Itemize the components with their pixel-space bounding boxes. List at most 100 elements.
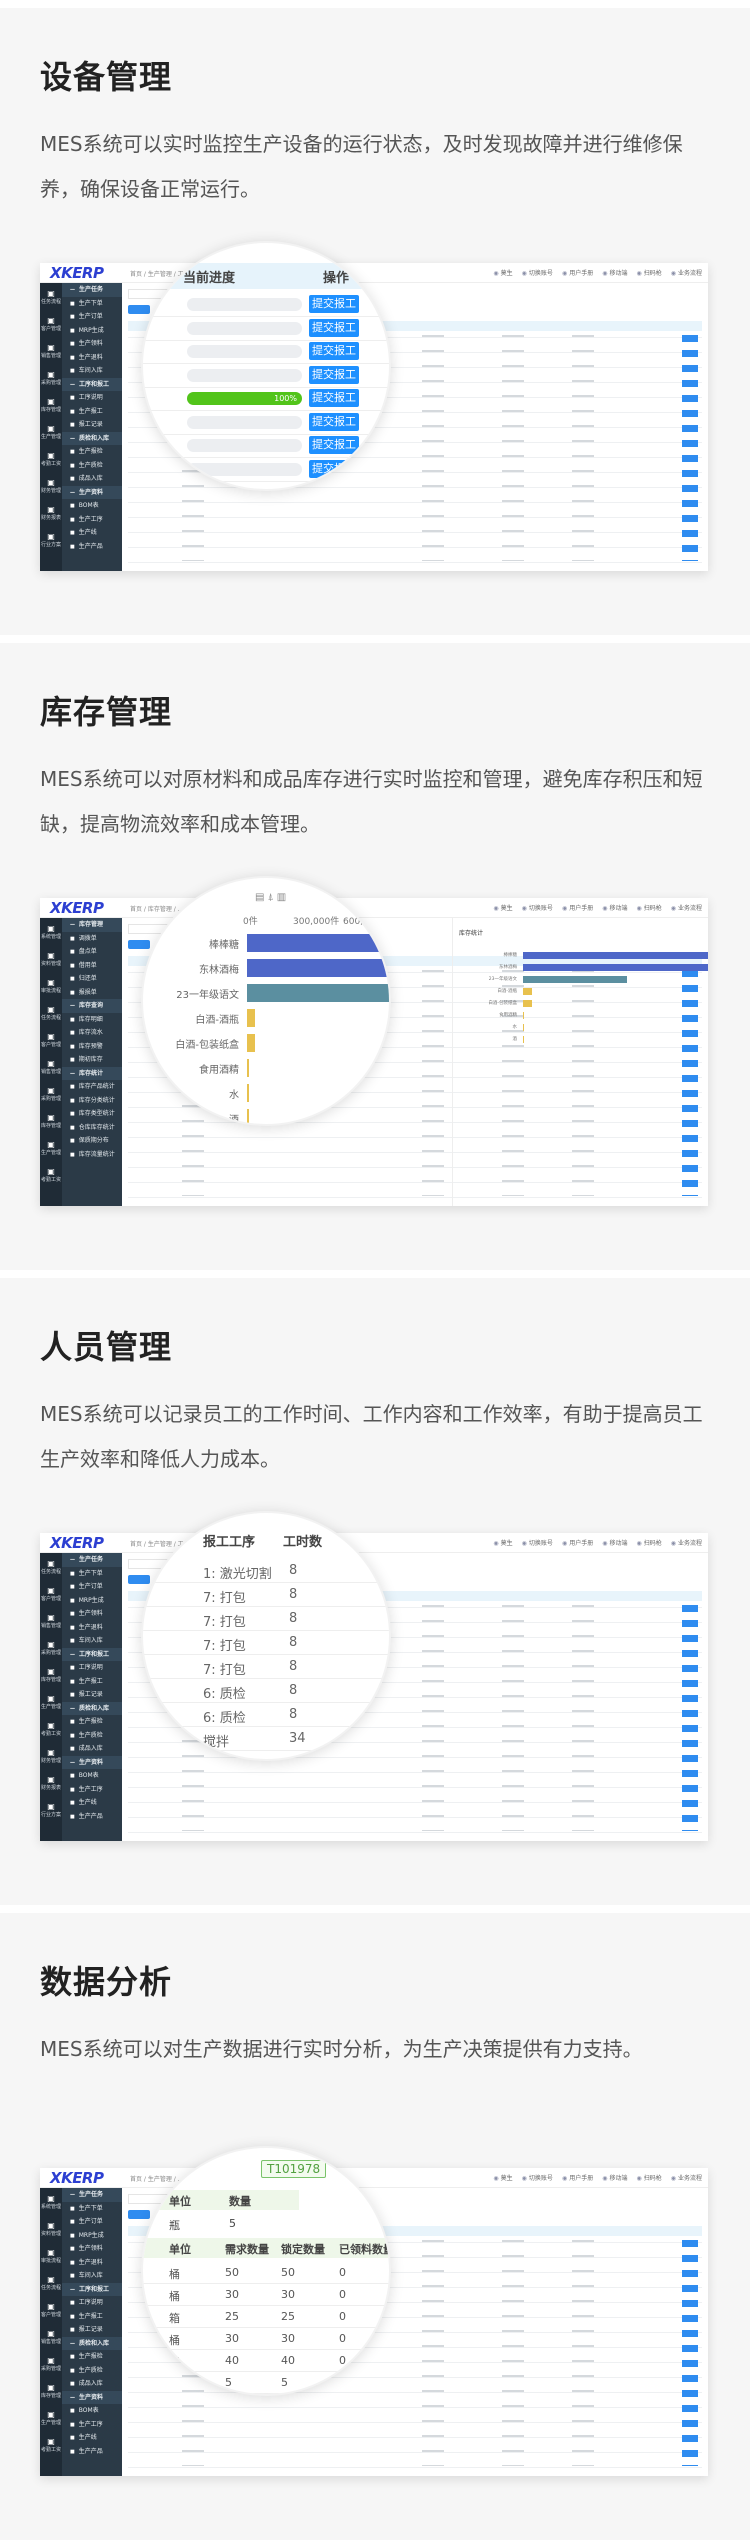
- header-action[interactable]: 业务流程: [671, 2173, 702, 2182]
- sidebar-module[interactable]: ▣ 财务管理: [40, 1742, 62, 1769]
- menu-item[interactable]: 仓库库存统计: [62, 1121, 122, 1135]
- menu-item[interactable]: 期初库存: [62, 1053, 122, 1067]
- menu-item[interactable]: 生产下单: [62, 2202, 122, 2216]
- sidebar-module[interactable]: ▣ 系统管理: [40, 918, 62, 945]
- header-action[interactable]: 莫生: [493, 2173, 513, 2182]
- menu-item[interactable]: BOM表: [62, 499, 122, 513]
- sidebar-module[interactable]: ▣ 生产管理: [40, 1134, 62, 1161]
- menu-item[interactable]: MRP生成: [62, 324, 122, 338]
- menu-group[interactable]: 生产资料: [62, 485, 122, 499]
- menu-item[interactable]: 生产报检: [62, 2350, 122, 2364]
- menu-item[interactable]: MRP生成: [62, 2229, 122, 2243]
- submit-report-button[interactable]: 提交报工: [309, 365, 359, 384]
- sidebar-module[interactable]: ▣ 库存管理: [40, 1107, 62, 1134]
- sidebar-module[interactable]: ▣ 销售管理: [40, 2323, 62, 2350]
- menu-item[interactable]: 库存类型统计: [62, 1107, 122, 1121]
- menu-item[interactable]: 生产订单: [62, 1580, 122, 1594]
- menu-group[interactable]: 库存统计: [62, 1066, 122, 1080]
- menu-group[interactable]: 生产任务: [62, 283, 122, 297]
- sidebar-module[interactable]: ▣ 库存管理: [40, 1661, 62, 1688]
- menu-group[interactable]: 工序和报工: [62, 2282, 122, 2296]
- sidebar-module[interactable]: ▣ 资料管理: [40, 2215, 62, 2242]
- add-button[interactable]: [128, 940, 150, 949]
- submit-report-button[interactable]: 提交报工: [309, 436, 359, 454]
- menu-item[interactable]: 保质期分布: [62, 1134, 122, 1148]
- sidebar-module[interactable]: ▣ 审批流程: [40, 2242, 62, 2269]
- header-action[interactable]: 切换账号: [522, 2173, 553, 2182]
- header-action[interactable]: 用户手册: [562, 268, 593, 277]
- menu-item[interactable]: 库存分类统计: [62, 1094, 122, 1108]
- sidebar-module[interactable]: ▣ 任务流程: [40, 283, 62, 310]
- menu-item[interactable]: 调拨单: [62, 932, 122, 946]
- menu-item[interactable]: 生产退料: [62, 1621, 122, 1635]
- header-action[interactable]: 业务流程: [671, 903, 702, 912]
- header-action[interactable]: 切换账号: [522, 268, 553, 277]
- sidebar-module[interactable]: ▣ 考勤工资: [40, 2431, 62, 2458]
- sidebar-module[interactable]: ▣ 采购管理: [40, 1080, 62, 1107]
- sidebar-module[interactable]: ▣ 客户管理: [40, 2296, 62, 2323]
- menu-item[interactable]: 库存流量统计: [62, 1148, 122, 1162]
- sidebar-module[interactable]: ▣ 客户管理: [40, 1580, 62, 1607]
- sidebar-module[interactable]: ▣ 采购管理: [40, 1634, 62, 1661]
- menu-group[interactable]: 生产资料: [62, 1755, 122, 1769]
- menu-item[interactable]: 生产工序: [62, 513, 122, 527]
- menu-item[interactable]: 生产领料: [62, 337, 122, 351]
- menu-item[interactable]: 生产工序: [62, 2418, 122, 2432]
- menu-group[interactable]: 质检和入库: [62, 1701, 122, 1715]
- menu-item[interactable]: 生产退料: [62, 351, 122, 365]
- menu-item[interactable]: 生产下单: [62, 297, 122, 311]
- menu-item[interactable]: 库存明细: [62, 1013, 122, 1027]
- menu-item[interactable]: 生产质检: [62, 459, 122, 473]
- menu-group[interactable]: 工序和报工: [62, 377, 122, 391]
- sidebar-module[interactable]: ▣ 任务流程: [40, 1553, 62, 1580]
- header-action[interactable]: 移动端: [602, 2173, 627, 2182]
- sidebar-module[interactable]: ▣ 库存管理: [40, 2377, 62, 2404]
- menu-item[interactable]: 生产线: [62, 1796, 122, 1810]
- header-action[interactable]: 扫码枪: [636, 268, 662, 277]
- menu-item[interactable]: 生产报工: [62, 1675, 122, 1689]
- menu-item[interactable]: 车间入库: [62, 2269, 122, 2283]
- header-action[interactable]: 业务流程: [671, 1538, 702, 1547]
- menu-item[interactable]: 生产质检: [62, 1729, 122, 1743]
- row-action-buttons[interactable]: [682, 970, 698, 1196]
- breadcrumb[interactable]: 首页 / 生产管理 / 工…: [130, 1541, 190, 1548]
- row-action-buttons[interactable]: [682, 1605, 698, 1831]
- header-action[interactable]: 扫码枪: [636, 1538, 662, 1547]
- menu-item[interactable]: 报工记录: [62, 418, 122, 432]
- menu-group[interactable]: 生产资料: [62, 2390, 122, 2404]
- sidebar-module[interactable]: ▣ 生产管理: [40, 418, 62, 445]
- menu-item[interactable]: 成品入库: [62, 1742, 122, 1756]
- header-action[interactable]: 莫生: [493, 903, 513, 912]
- header-action[interactable]: 移动端: [602, 268, 627, 277]
- submit-report-button[interactable]: 提交报工: [309, 459, 359, 478]
- sidebar-module[interactable]: ▣ 任务流程: [40, 2269, 62, 2296]
- breadcrumb[interactable]: 首页 / 生产管理 / …: [130, 2176, 184, 2183]
- add-button[interactable]: [128, 1575, 150, 1584]
- menu-item[interactable]: MRP生成: [62, 1594, 122, 1608]
- submit-report-button[interactable]: 提交报工: [309, 342, 359, 360]
- menu-item[interactable]: 生产工序: [62, 1783, 122, 1797]
- menu-item[interactable]: 报损单: [62, 986, 122, 1000]
- menu-group[interactable]: 生产任务: [62, 1553, 122, 1567]
- sidebar-module[interactable]: ▣ 生产管理: [40, 1688, 62, 1715]
- menu-item[interactable]: 生产质检: [62, 2364, 122, 2378]
- menu-item[interactable]: 生产退料: [62, 2256, 122, 2270]
- sidebar-module[interactable]: ▣ 采购管理: [40, 2350, 62, 2377]
- header-action[interactable]: 切换账号: [522, 903, 553, 912]
- menu-item[interactable]: BOM表: [62, 1769, 122, 1783]
- breadcrumb[interactable]: 首页 / 库存管理 / …: [130, 906, 184, 913]
- menu-item[interactable]: 生产报工: [62, 2310, 122, 2324]
- sidebar-module[interactable]: ▣ 财务管理: [40, 472, 62, 499]
- row-action-buttons[interactable]: [682, 335, 698, 561]
- submit-report-button[interactable]: 提交报工: [309, 318, 359, 337]
- add-button[interactable]: [128, 2210, 150, 2219]
- menu-item[interactable]: 生产下单: [62, 1567, 122, 1581]
- sidebar-module[interactable]: ▣ 库存管理: [40, 391, 62, 418]
- menu-group[interactable]: 质检和入库: [62, 431, 122, 445]
- sidebar-module[interactable]: ▣ 资料管理: [40, 945, 62, 972]
- menu-item[interactable]: BOM表: [62, 2404, 122, 2418]
- submit-report-button[interactable]: 提交报工: [309, 412, 359, 431]
- menu-item[interactable]: 生产领料: [62, 1607, 122, 1621]
- sidebar-module[interactable]: ▣ 财务报表: [40, 1769, 62, 1796]
- header-action[interactable]: 扫码枪: [636, 903, 662, 912]
